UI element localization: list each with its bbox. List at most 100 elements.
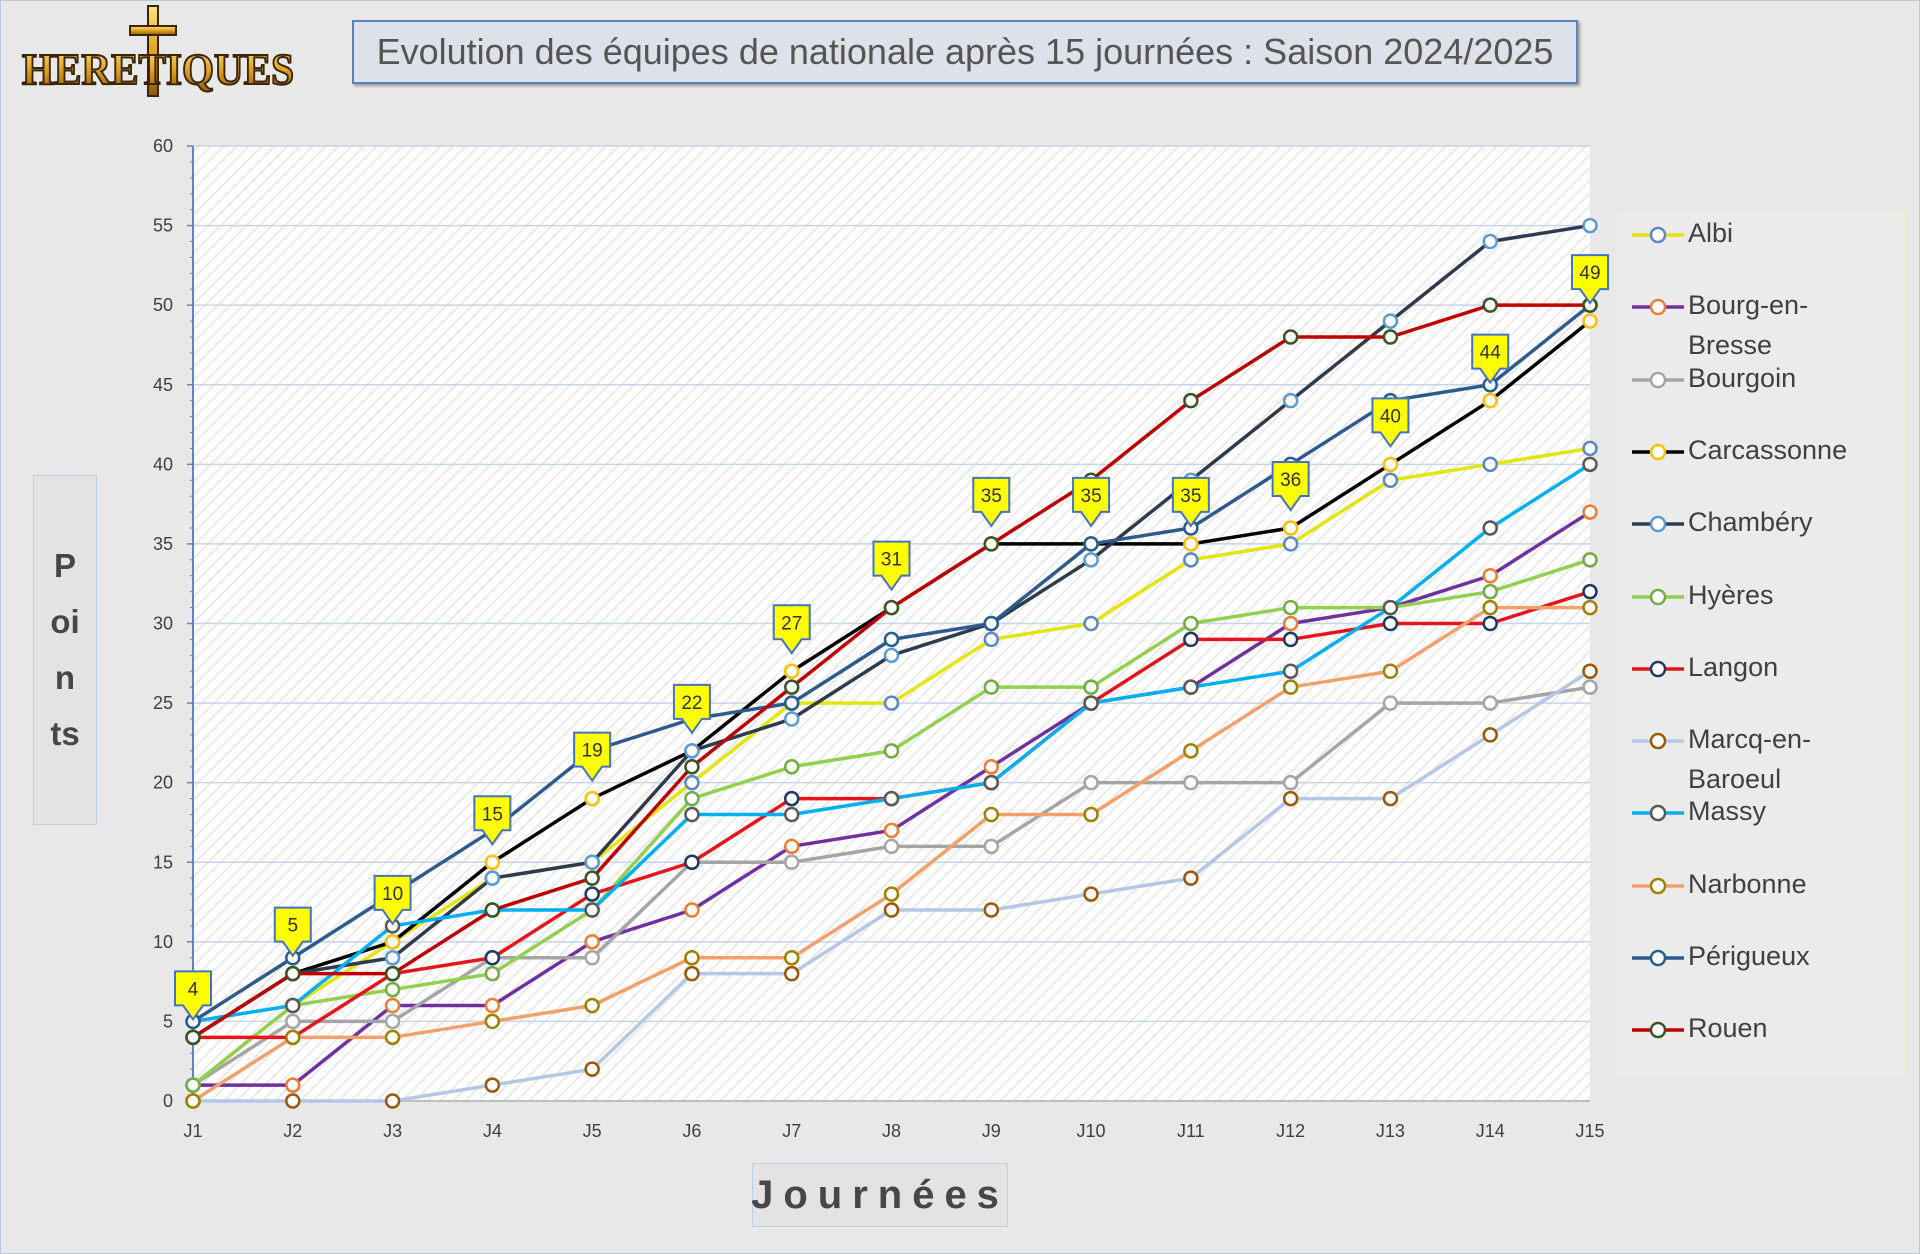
data-callout: 4 [174,970,212,1022]
data-point [584,790,600,807]
data-point [1083,536,1099,552]
y-axis-label-box: Points [33,475,97,825]
data-point [1382,663,1399,679]
legend-item-hyeres: Hyères [1630,580,1888,613]
legend-swatch [1632,877,1684,894]
y-tick-label: 10 [153,932,173,952]
data-point [484,854,501,870]
heretiques-logo: HERETIQUES [21,5,295,97]
legend-swatch [1632,299,1684,316]
data-point [1582,313,1598,329]
series-layer [185,217,1598,1109]
data-point [1282,520,1299,536]
data-point [1382,695,1399,711]
callout-label: 36 [1280,470,1301,491]
callout-shape [1371,397,1410,449]
data-point [684,759,700,775]
x-tick-label: J15 [1575,1121,1604,1141]
data-callout: 22 [672,683,711,735]
callout-label: 44 [1480,343,1502,364]
logo-text: HERETIQUES [22,45,294,94]
x-tick-label: J13 [1376,1121,1405,1141]
data-point [1482,392,1498,409]
legend-swatch [1632,226,1684,244]
data-point [883,631,900,648]
data-point [1482,583,1498,600]
x-tick-label: J1 [183,1121,202,1141]
data-point [684,743,700,759]
data-point [883,886,900,902]
x-tick-label: J6 [682,1121,701,1141]
data-point [883,838,900,855]
data-callout: 35 [1171,476,1210,528]
data-point [684,806,700,823]
data-point [1482,615,1498,632]
callout-label: 4 [188,979,199,1000]
data-point [684,950,700,966]
data-point [1382,456,1399,473]
data-point [484,965,501,982]
legend-label: Albi [1688,218,1734,248]
data-point [484,997,501,1014]
legend-label: Narbonne [1688,868,1807,899]
data-point [384,1029,401,1046]
data-point [883,822,900,839]
data-point [584,870,600,886]
legend-item-carcassonne: Carcassonne [1630,435,1888,468]
callout-shape [772,604,811,655]
data-point [285,965,301,982]
legend-swatch [1632,805,1684,822]
data-point [684,774,700,791]
data-point [1382,615,1399,632]
data-point [1582,663,1598,679]
data-point [684,965,700,982]
data-callout: 44 [1471,333,1510,385]
x-tick-label: J12 [1276,1121,1305,1141]
data-point [1382,329,1399,345]
legend-label: Périgueux [1688,941,1810,971]
data-point [1083,615,1099,632]
data-callout: 40 [1371,397,1410,449]
callout-label: 22 [681,693,702,714]
data-callout: 35 [972,476,1011,528]
data-point [1083,774,1099,791]
chart-title: Evolution des équipes de nationale après… [376,31,1554,72]
data-point [1282,631,1299,648]
data-point [783,679,800,695]
legend-swatch [1632,732,1684,750]
legend-item-perigueux: Périgueux [1630,941,1888,974]
data-point [783,759,800,775]
callout-label: 5 [287,916,298,937]
callout-shape [1271,461,1310,512]
data-callout: 19 [573,731,612,783]
legend-label: Bourgoin [1688,362,1797,393]
data-point [1482,568,1498,584]
data-point [684,902,700,918]
y-tick-label: 20 [153,773,173,793]
data-point [584,997,600,1014]
data-point [584,902,600,918]
series-rouen [185,297,1598,1046]
legend-item-bourg-en-bresse: Bourg-en-Bresse [1630,290,1888,360]
data-point [185,1077,201,1093]
x-tick-label: J8 [882,1121,901,1141]
chart-title-box: Evolution des équipes de nationale après… [352,20,1578,84]
callout-shape [1471,333,1510,385]
legend-swatch [1632,1022,1684,1039]
data-point [1183,552,1199,568]
callout-label: 49 [1579,263,1600,284]
y-tick-label: 60 [153,136,173,156]
legend-label: Marcq-en-Baroeul [1688,724,1812,795]
callout-label: 19 [582,741,603,762]
data-point [783,950,800,966]
legend-label: Bourg-en-Bresse [1688,290,1809,361]
data-point [983,838,1000,855]
callout-shape [1171,476,1210,528]
data-point [883,743,900,759]
legend-label: Massy [1688,796,1767,827]
data-point [285,1093,301,1109]
y-tick-label: 55 [153,216,173,236]
data-point [783,854,800,870]
data-point [285,1029,301,1046]
